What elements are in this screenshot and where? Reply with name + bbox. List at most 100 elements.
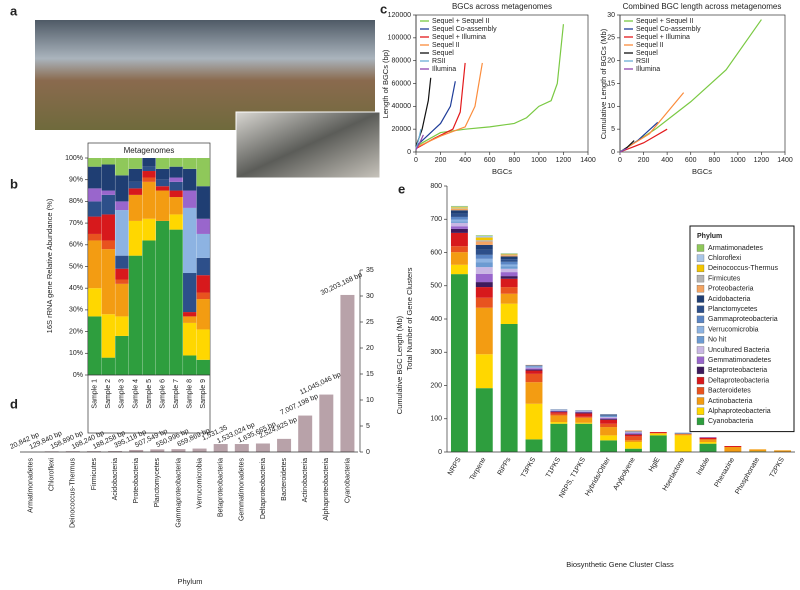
y-tick-label: 20 — [607, 58, 615, 65]
bar-segment — [600, 417, 618, 419]
x-tick-label: 800 — [708, 157, 720, 164]
y-tick-label: 120000 — [388, 12, 411, 19]
bar-segment — [169, 166, 183, 178]
bar-segment — [600, 415, 618, 417]
bar-segment — [155, 168, 170, 180]
bar-segment — [525, 368, 543, 370]
legend-swatch — [696, 397, 705, 405]
legend-label: Chloroflexi — [708, 255, 742, 262]
y-tick-label: 80000 — [392, 58, 412, 65]
x-tick-label: Indole — [696, 456, 712, 476]
line — [619, 92, 685, 153]
bar-segment — [88, 216, 102, 234]
bar-segment — [196, 257, 210, 276]
bar-segment — [575, 413, 593, 417]
y-tick-label: 20% — [69, 328, 83, 335]
x-tick-label: Alphaproteobacteria — [323, 458, 330, 521]
bar-segment — [101, 240, 115, 250]
bar-segment — [500, 255, 518, 257]
bar — [108, 451, 123, 452]
bar-segment — [500, 303, 518, 324]
bar — [340, 294, 355, 452]
legend-swatch — [696, 376, 705, 385]
legend-swatch — [696, 285, 705, 293]
x-tick-label: 1200 — [754, 157, 770, 164]
legend-swatch — [696, 387, 705, 395]
bar-segment — [500, 276, 518, 279]
crust-photo — [235, 111, 381, 179]
bar-segment — [155, 186, 170, 191]
bar-segment — [525, 366, 543, 368]
x-tick-label: Sample 2 — [105, 379, 112, 409]
x-tick-label: Phosphonate — [734, 456, 761, 495]
legend-label: Sequel + Illumina — [636, 34, 690, 41]
bar-segment — [575, 412, 593, 414]
bar-segment — [196, 158, 210, 187]
x-tick-label: 1400 — [580, 157, 596, 164]
x-tick-label: 400 — [459, 157, 471, 164]
bar-segment — [624, 432, 642, 434]
bar-segment — [550, 423, 568, 452]
bar-segment — [649, 432, 667, 434]
bar-segment — [475, 241, 493, 245]
bar-segment — [624, 434, 642, 435]
legend-label: RSII — [636, 58, 650, 65]
bar-segment — [674, 432, 692, 434]
chart-title: Combined BGC length across metagenomes — [623, 2, 782, 11]
bar — [192, 448, 207, 452]
bar-segment — [169, 181, 183, 191]
legend-swatch — [696, 407, 705, 415]
bar-segment — [475, 297, 493, 308]
bar-segment — [196, 292, 210, 300]
x-tick-label: Betaproteobacteria — [218, 458, 225, 517]
value-label: 7,007,198 bp — [279, 393, 319, 417]
legend-swatch — [696, 417, 705, 426]
bar-segment — [88, 233, 102, 241]
bar-segment — [600, 427, 618, 436]
bar-segment — [525, 367, 543, 369]
legend-label: Proteobacteria — [708, 286, 754, 293]
x-tick-label: Phenazine — [714, 456, 737, 488]
legend-swatch — [696, 274, 705, 283]
legend-label: Sequel — [636, 50, 658, 57]
bar-segment — [600, 435, 618, 441]
bar-segment — [600, 423, 618, 428]
x-tick-label: Hybrids/Other — [584, 456, 612, 497]
bar-segment — [101, 314, 115, 358]
bar-segment — [550, 410, 568, 412]
legend-swatch — [696, 366, 705, 375]
bar-segment — [142, 171, 156, 178]
bar-segment — [128, 168, 143, 182]
x-tick-label: 600 — [685, 157, 697, 164]
panel-label: d — [10, 396, 18, 411]
y-tick-label: 40000 — [392, 103, 412, 110]
x-axis-title: Biosynthetic Gene Cluster Class — [566, 560, 674, 569]
bar — [129, 449, 144, 452]
bar-segment — [624, 442, 642, 449]
legend-label: Acidobacteria — [708, 296, 751, 303]
y-tick-label: 35 — [366, 267, 374, 274]
legend-label: Armatimonadetes — [708, 245, 763, 252]
legend-label: Sequel + Illumina — [432, 34, 486, 41]
bar-segment — [749, 449, 767, 452]
legend-label: Sequel — [432, 50, 454, 57]
y-tick-label: 0 — [366, 449, 370, 456]
legend-label: No hit — [708, 337, 726, 344]
legend-swatch — [696, 254, 705, 262]
x-tick-label: 600 — [484, 157, 496, 164]
panel-label: e — [398, 181, 405, 196]
legend-swatch — [696, 356, 705, 364]
legend-title: Phylum — [697, 233, 722, 240]
x-tick-label: Actinobacteria — [302, 458, 309, 502]
bar-segment — [500, 259, 518, 262]
bar-segment — [575, 422, 593, 424]
bar-segment — [674, 433, 692, 435]
legend-swatch — [696, 305, 705, 313]
bar-segment — [624, 434, 642, 437]
legend-label: Alphaproteobacteria — [708, 408, 771, 415]
bar-segment — [475, 240, 493, 242]
legend-label: Sequel + Sequel II — [432, 18, 489, 25]
x-tick-label: Deltaproteobacteria — [260, 458, 267, 519]
y-axis-title: Total Number of Gene Clusters — [405, 267, 414, 370]
bar-segment — [600, 415, 618, 416]
